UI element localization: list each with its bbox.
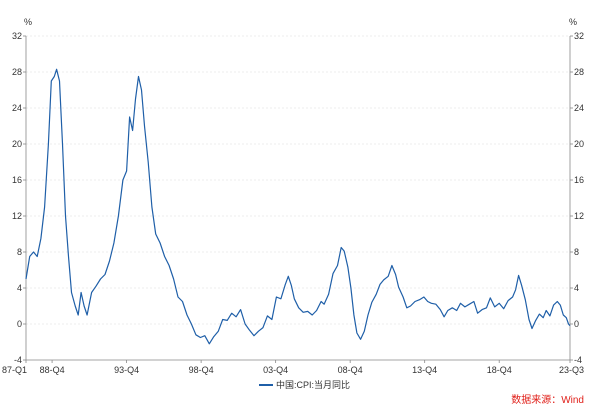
right-tick-label: 20 (574, 139, 584, 149)
right-tick-label: 32 (574, 31, 584, 41)
left-tick-label: 28 (12, 67, 22, 77)
x-tick-label: 23-Q3 (559, 365, 584, 375)
left-axis-ticks: -4 0 4 8 12 16 20 24 28 32 (12, 31, 26, 365)
left-tick-label: 8 (17, 247, 22, 257)
x-tick-label: 98-Q4 (189, 365, 214, 375)
right-tick-label: 12 (574, 211, 584, 221)
legend[interactable]: 中国:CPI:当月同比 (259, 379, 350, 390)
right-unit-label: % (569, 17, 577, 27)
left-tick-label: 24 (12, 103, 22, 113)
cpi-series-line (25, 68, 571, 345)
x-tick-label: 08-Q4 (338, 365, 363, 375)
x-tick-label: 18-Q4 (487, 365, 512, 375)
right-tick-label: -4 (574, 355, 582, 365)
left-tick-label: 4 (17, 283, 22, 293)
left-tick-label: 0 (17, 319, 22, 329)
gridlines (26, 35, 570, 325)
x-tick-label: 88-Q4 (40, 365, 65, 375)
right-tick-label: 0 (574, 319, 579, 329)
left-tick-label: 32 (12, 31, 22, 41)
x-tick-label: 03-Q4 (263, 365, 288, 375)
right-tick-label: 4 (574, 283, 579, 293)
x-tick-label: 87-Q1 (2, 365, 27, 375)
right-axis-ticks: -4 0 4 8 12 16 20 24 28 32 (570, 31, 584, 365)
right-tick-label: 24 (574, 103, 584, 113)
right-tick-label: 8 (574, 247, 579, 257)
left-tick-label: -4 (14, 355, 22, 365)
legend-label: 中国:CPI:当月同比 (276, 379, 350, 390)
x-axis-ticks: 87-Q1 88-Q4 93-Q4 98-Q4 03-Q4 08-Q4 13-Q4 18-Q4… (2, 360, 584, 375)
right-tick-label: 16 (574, 175, 584, 185)
left-tick-label: 16 (12, 175, 22, 185)
x-tick-label: 13-Q4 (412, 365, 437, 375)
left-unit-label: % (24, 17, 32, 27)
left-tick-label: 20 (12, 139, 22, 149)
left-tick-label: 12 (12, 211, 22, 221)
source-note: 数据来源：Wind (511, 393, 584, 406)
x-tick-label: 93-Q4 (114, 365, 139, 375)
right-tick-label: 28 (574, 67, 584, 77)
